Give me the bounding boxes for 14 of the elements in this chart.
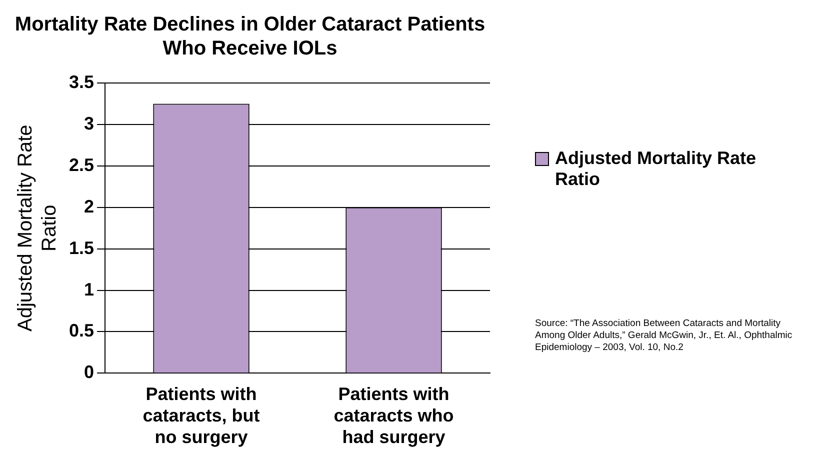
y-tick-label: 2.5 [68, 154, 94, 175]
x-tick-label: Patients with cataracts, but no surgery [142, 384, 260, 448]
chart-title: Mortality Rate Declines in Older Cataract Patients Who Receive IOLs [14, 14, 486, 60]
y-tick-label: 0 [84, 362, 94, 382]
x-tick-label: Patients with cataracts who had surgery [334, 384, 454, 448]
y-tick-label: 1.5 [68, 238, 94, 258]
legend-label: Adjusted Mortality Rate Ratio [555, 148, 758, 190]
y-tick-label: 3.5 [68, 72, 94, 92]
y-axis-title: Adjusted Mortality Rate Ratio [14, 124, 61, 332]
y-tick-label: 3 [84, 113, 94, 134]
y-tick-label: 1 [84, 279, 94, 300]
y-tick-label: 0.5 [68, 320, 94, 341]
y-tick-label: 2 [84, 196, 94, 216]
source-note: Source: “The Association Between Cataracts and Mortality Among Older Adults,” Gerald McGwin, Jr., Et. Al., Ophthalmic Epidemiology – 2003, Vol. 10, No.2 [535, 318, 794, 354]
